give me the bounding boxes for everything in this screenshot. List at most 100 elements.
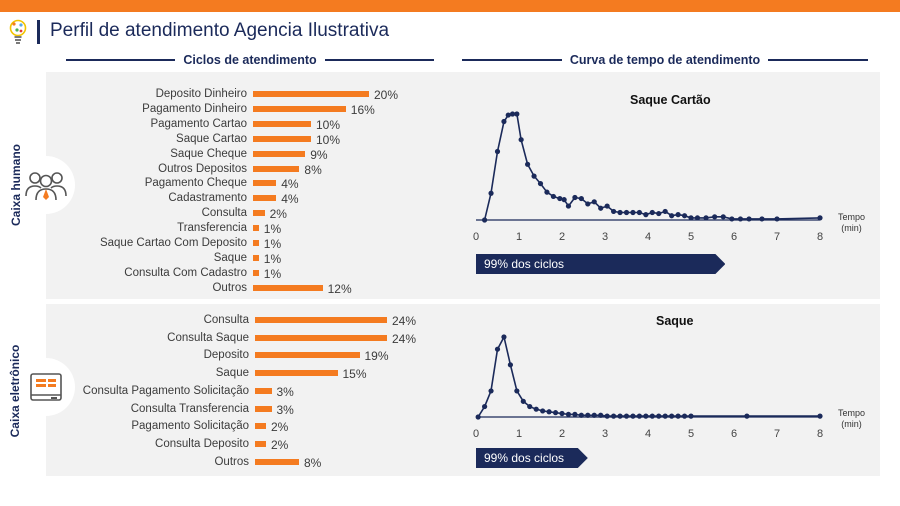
bar-category-label: Saque xyxy=(50,251,247,265)
people-group-icon xyxy=(25,172,67,201)
bar xyxy=(255,317,387,323)
banner-arrow-fill xyxy=(476,254,726,274)
bar-value-label: 4% xyxy=(281,177,299,192)
bar xyxy=(255,440,266,447)
data-point xyxy=(703,215,709,221)
data-point xyxy=(505,112,511,118)
bar-category-text: Outros xyxy=(214,455,249,468)
bar-category-text: Pagamento Solicitação xyxy=(131,420,249,433)
bar xyxy=(253,210,265,217)
data-point xyxy=(681,213,688,219)
curve-title-saque-cartao: Saque Cartão xyxy=(630,93,711,107)
data-point xyxy=(537,180,544,187)
bar-category-label: Consulta xyxy=(50,313,249,327)
bar-value-label: 19% xyxy=(364,349,389,364)
bar-category-text: Saque xyxy=(213,251,247,264)
data-point xyxy=(643,212,649,218)
data-point xyxy=(488,388,494,394)
bar-category-text: Saque Cheque xyxy=(170,147,247,160)
header-rule xyxy=(324,59,435,61)
data-point xyxy=(585,201,591,207)
bar-value-label: 3% xyxy=(276,384,294,399)
data-point xyxy=(520,398,526,404)
data-point xyxy=(669,413,675,419)
data-point xyxy=(494,346,501,352)
data-point xyxy=(552,410,559,416)
data-point xyxy=(817,215,823,221)
page-title: Perfil de atendimento Agencia Ilustrativ… xyxy=(50,20,390,41)
left-column-header: Ciclos de atendimento xyxy=(66,52,435,68)
data-point xyxy=(688,413,694,419)
x-tick-label: 2 xyxy=(559,231,565,243)
bar-category-text: Consulta Deposito xyxy=(155,437,249,450)
bar-value-label: 10% xyxy=(316,132,341,147)
data-point xyxy=(525,161,531,167)
data-point xyxy=(488,190,494,196)
banner-text: 99% dos ciclos xyxy=(484,451,565,465)
bar-category-text: Saque xyxy=(215,367,249,380)
bar-category-label: Deposito xyxy=(50,348,249,362)
data-point xyxy=(712,214,718,220)
bar-value-label: 1% xyxy=(263,266,282,281)
bar-category-label: Saque Cartao Com Deposito xyxy=(50,236,247,250)
bar-category-label: Transferencia xyxy=(50,221,247,235)
data-point xyxy=(623,209,630,216)
curve-title-saque: Saque xyxy=(656,314,694,328)
data-point xyxy=(630,209,636,216)
x-axis-caption: Tempo (min) xyxy=(838,408,865,430)
data-point xyxy=(550,193,556,200)
data-point xyxy=(518,137,524,143)
data-point xyxy=(611,208,617,215)
bar-value-label: 2% xyxy=(271,437,289,452)
x-tick-label: 3 xyxy=(602,428,608,440)
bar-value-label: 8% xyxy=(304,455,322,470)
banner-arrow-shape xyxy=(476,448,588,468)
x-tick-label: 8 xyxy=(817,231,823,243)
data-point xyxy=(572,411,578,417)
data-point xyxy=(611,413,617,419)
data-point xyxy=(729,216,735,222)
bar-value-label: 2% xyxy=(271,420,289,435)
bar-value-label: 2% xyxy=(269,207,287,222)
bar xyxy=(253,195,277,202)
data-point xyxy=(681,413,688,419)
section-label-caixa-humano: Caixa humano xyxy=(9,143,23,227)
header-rule xyxy=(768,59,868,61)
data-point xyxy=(643,413,649,419)
bar-category-text: Outros xyxy=(212,281,247,294)
x-axis-caption-line: (min) xyxy=(841,419,862,429)
bar-category-label: Pagamento Cartao xyxy=(50,117,247,131)
data-point xyxy=(507,362,513,368)
x-tick-label: 4 xyxy=(645,428,651,440)
bar-category-label: Saque Cartao xyxy=(50,132,247,146)
data-point xyxy=(501,118,507,125)
data-point xyxy=(656,413,662,419)
bar-category-text: Consulta Com Cadastro xyxy=(124,266,247,279)
x-tick-label: 1 xyxy=(516,428,522,440)
data-point xyxy=(591,412,597,418)
bar-category-text: Outros Depositos xyxy=(158,162,247,175)
bar-category-text: Pagamento Cheque xyxy=(144,177,247,190)
data-point xyxy=(514,388,520,394)
bar xyxy=(253,91,369,97)
data-point xyxy=(759,216,765,222)
bar-value-label: 20% xyxy=(374,88,399,102)
data-point xyxy=(540,408,546,414)
bar-category-label: Consulta Saque xyxy=(50,331,249,345)
data-point xyxy=(546,409,552,415)
x-tick-label: 3 xyxy=(602,231,608,243)
bar-value-label: 10% xyxy=(316,117,341,132)
bar-category-text: Consulta xyxy=(203,314,249,326)
data-point xyxy=(604,413,610,419)
data-point xyxy=(617,209,623,216)
bar xyxy=(253,240,259,246)
bar xyxy=(255,370,338,377)
x-tick-label: 0 xyxy=(473,231,479,243)
x-tick-label: 5 xyxy=(688,428,694,440)
bar-value-label: 8% xyxy=(304,162,322,177)
data-point xyxy=(561,197,567,203)
section-icon-holder xyxy=(17,358,75,416)
data-point xyxy=(649,209,655,216)
line-chart-saque: 0 1 2 3 4 5 6 7 8 xyxy=(473,334,823,440)
bar-value-label: 4% xyxy=(281,192,299,207)
